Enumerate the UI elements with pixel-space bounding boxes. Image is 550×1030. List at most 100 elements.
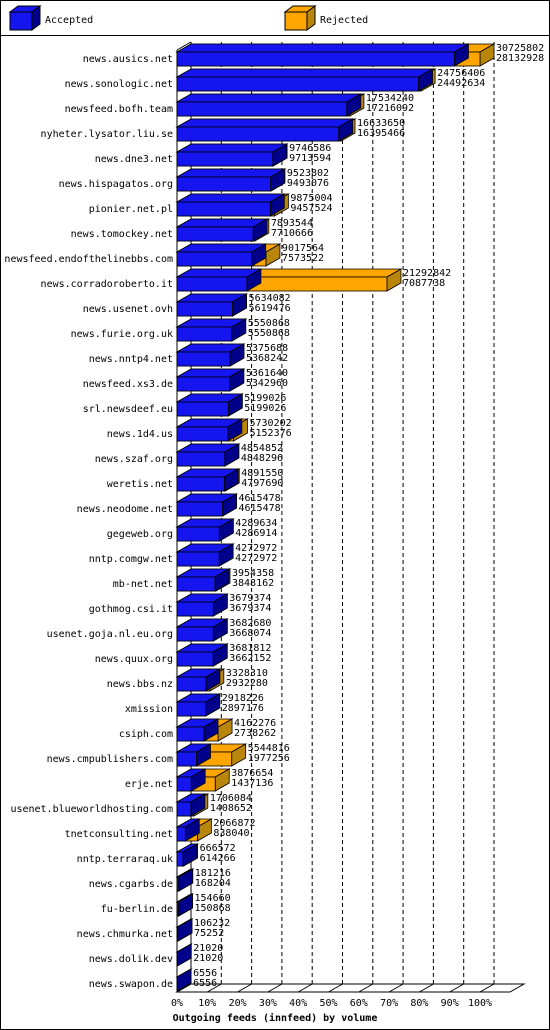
y-tick-label: weretis.net: [107, 479, 173, 490]
x-tick: [328, 983, 343, 993]
y-tick-label: usenet.blueworldhosting.com: [10, 804, 173, 815]
x-tick: [297, 983, 313, 993]
bar-accepted: [176, 901, 179, 917]
bar-accepted: [176, 526, 220, 542]
y-tick-label: news.hispagatos.org: [59, 179, 173, 190]
bar-accepted: [176, 301, 233, 317]
value-label: 5152376: [250, 428, 292, 439]
y-tick-label: news.szaf.org: [95, 454, 173, 465]
bar-accepted: [176, 401, 229, 417]
value-label: 9713594: [289, 153, 331, 164]
value-label: 5544816: [248, 743, 290, 754]
value-label: 2918226: [222, 693, 264, 704]
y-tick-label: news.cmpublishers.com: [47, 754, 173, 765]
bar-accepted: [176, 576, 216, 592]
x-tick: [267, 983, 283, 993]
value-label: 4615478: [239, 503, 281, 514]
value-label: 5375688: [246, 343, 288, 354]
value-label: 5199026: [244, 393, 286, 404]
x-tick: [419, 983, 434, 993]
bar-accepted: [176, 701, 206, 717]
value-label: 614266: [200, 853, 236, 864]
y-tick-label: srl.newsdeef.eu: [83, 404, 173, 415]
bar-accepted-top: [175, 143, 289, 153]
y-tick-label: gegeweb.org: [107, 529, 173, 540]
bar-accepted: [176, 801, 192, 817]
value-label: 181216: [195, 868, 231, 879]
bar-accepted: [176, 926, 179, 942]
x-tick-label: 0%: [171, 998, 183, 1009]
x-tick-label: 50%: [319, 998, 337, 1009]
bar-accepted: [176, 676, 207, 692]
value-label: 7573522: [282, 253, 324, 264]
x-tick: [479, 983, 495, 993]
bar-accepted-top: [175, 118, 355, 128]
x-tick-label: 30%: [259, 998, 277, 1009]
value-label: 3681812: [229, 643, 271, 654]
y-tick-label: news.nntp4.net: [89, 354, 173, 365]
y-tick-label: pionier.net.pl: [89, 204, 173, 215]
bar-accepted: [176, 551, 220, 567]
value-label: 3328310: [226, 668, 268, 679]
value-label: 106232: [194, 918, 230, 929]
y-tick-label: gothmog.csi.it: [89, 604, 173, 615]
value-label: 4797690: [241, 478, 283, 489]
y-tick-label: newsfeed.xs3.de: [83, 379, 173, 390]
value-label: 168204: [195, 878, 231, 889]
bar-accepted: [176, 426, 229, 442]
value-label: 21020: [193, 943, 223, 954]
value-label: 4891550: [241, 468, 283, 479]
bar-accepted: [176, 626, 214, 642]
value-label: 5634082: [249, 293, 291, 304]
y-tick-label: news.ausics.net: [83, 54, 173, 65]
bar-accepted-top: [175, 168, 287, 178]
y-tick-label: news.usenet.ovh: [83, 304, 173, 315]
bar-accepted: [176, 451, 226, 467]
y-tick-label: news.swapon.de: [89, 979, 173, 990]
value-label: 3668074: [229, 628, 271, 639]
y-tick-label: news.bbs.nz: [107, 679, 173, 690]
value-label: 5342960: [246, 378, 288, 389]
y-tick-label: nyheter.lysator.liu.se: [41, 129, 173, 140]
bar-accepted: [176, 151, 274, 167]
value-label: 17534240: [366, 93, 414, 104]
value-label: 2066872: [213, 818, 255, 829]
value-label: 3682680: [229, 618, 271, 629]
value-label: 2897176: [222, 703, 264, 714]
x-tick-label: 60%: [350, 998, 368, 1009]
x-tick: [237, 983, 252, 993]
bar-accepted: [176, 276, 248, 292]
y-tick-label: news.chmurka.net: [77, 929, 173, 940]
value-label: 150868: [195, 903, 231, 914]
value-label: 3679374: [229, 593, 271, 604]
value-label: 30725802: [496, 43, 544, 54]
value-label: 4615478: [239, 493, 281, 504]
value-label: 9017564: [282, 243, 324, 254]
y-tick-label: erje.net: [125, 779, 173, 790]
value-label: 5550868: [248, 328, 290, 339]
y-tick-label: csiph.com: [119, 729, 173, 740]
y-tick-label: news.cgarbs.de: [89, 879, 173, 890]
y-tick-label: xmission: [125, 704, 173, 715]
bar-accepted: [176, 226, 254, 242]
x-tick: [388, 983, 404, 993]
value-label: 16633650: [357, 118, 405, 129]
value-label: 28132928: [496, 53, 544, 64]
bar-accepted: [176, 126, 340, 142]
value-label: 4272972: [235, 543, 277, 554]
y-tick-label: nntp.comgw.net: [89, 554, 173, 565]
bar-accepted-top: [175, 43, 470, 53]
bar-accepted-top: [175, 218, 269, 228]
value-label: 3876654: [231, 768, 273, 779]
bar-accepted: [176, 176, 272, 192]
y-tick-label: nntp.terraraq.uk: [77, 854, 173, 865]
y-tick-label: news.dolik.dev: [89, 954, 173, 965]
value-label: 6556: [193, 968, 217, 979]
x-tick: [449, 983, 464, 993]
legend-label: Accepted: [45, 15, 93, 26]
value-label: 24492634: [437, 78, 485, 89]
y-tick-label: news.corradoroberto.it: [41, 279, 173, 290]
value-label: 1706084: [210, 793, 252, 804]
bar-accepted: [176, 651, 214, 667]
